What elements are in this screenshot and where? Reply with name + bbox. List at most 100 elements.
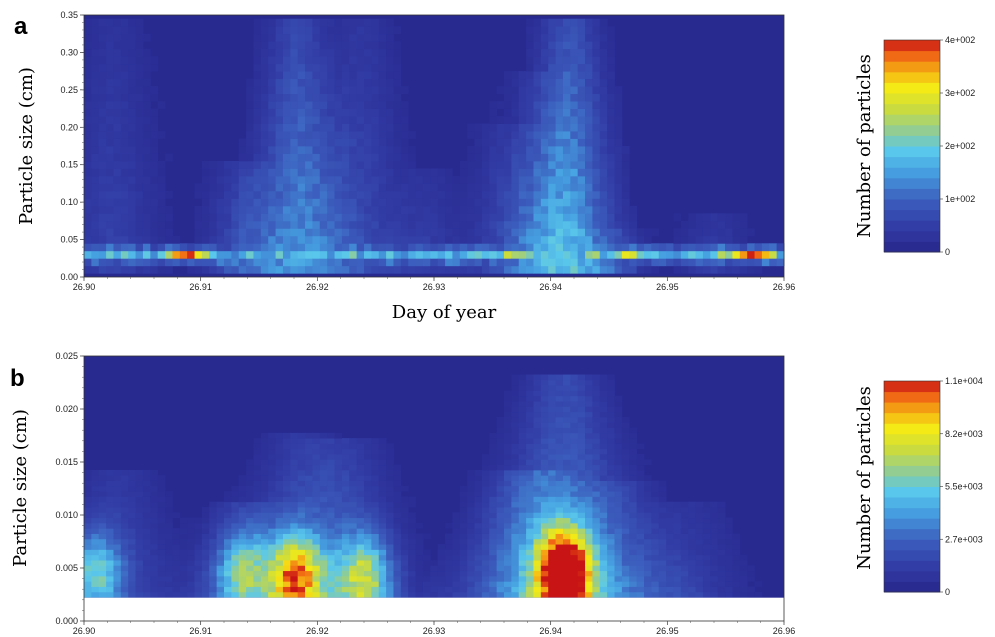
- heatmap-cell: [246, 205, 254, 214]
- heatmap-cell: [467, 160, 475, 169]
- heatmap-cell: [120, 18, 129, 27]
- heatmap-cell: [84, 183, 92, 192]
- heatmap-cell: [319, 160, 328, 169]
- heatmap-cell: [422, 175, 431, 184]
- heatmap-cell: [585, 78, 593, 87]
- heatmap-cell: [135, 131, 144, 139]
- heatmap-cell: [599, 507, 608, 513]
- heatmap-cell: [555, 501, 564, 508]
- heatmap-cell: [334, 501, 343, 508]
- heatmap-cell: [621, 575, 630, 582]
- heatmap-cell: [364, 33, 372, 42]
- heatmap-cell: [386, 533, 394, 540]
- heatmap-cell: [275, 168, 284, 177]
- heatmap-cell: [548, 33, 556, 42]
- heatmap-cell: [120, 213, 129, 222]
- heatmap-cell: [312, 570, 321, 577]
- heatmap-cell: [120, 475, 129, 481]
- heatmap-cell: [481, 591, 490, 598]
- heatmap-cell: [725, 220, 733, 229]
- heatmap-cell: [319, 496, 328, 503]
- heatmap-cell: [349, 459, 358, 466]
- heatmap-cell: [253, 570, 262, 577]
- heatmap-cell: [312, 205, 321, 214]
- heatmap-cell: [305, 243, 313, 252]
- heatmap-cell: [260, 480, 269, 487]
- heatmap-cell: [98, 570, 107, 577]
- heatmap-cell: [459, 544, 468, 550]
- heatmap-cell: [400, 243, 409, 252]
- heatmap-cell: [349, 138, 358, 147]
- heatmap-cell: [297, 63, 306, 72]
- heatmap-cell: [710, 220, 719, 229]
- heatmap-cell: [238, 575, 247, 582]
- heatmap-cell: [562, 411, 571, 418]
- heatmap-cell: [481, 522, 490, 529]
- heatmap-cell: [445, 168, 453, 177]
- heatmap-cell: [297, 570, 306, 577]
- heatmap-cell: [481, 538, 490, 545]
- panel-a-colorbar-step: [884, 199, 940, 211]
- heatmap-cell: [297, 41, 306, 50]
- heatmap-cell: [378, 131, 387, 139]
- heatmap-cell: [614, 533, 623, 540]
- heatmap-cell: [290, 243, 299, 252]
- heatmap-cell: [695, 517, 704, 524]
- heatmap-cell: [84, 190, 92, 199]
- heatmap-cell: [260, 491, 269, 497]
- heatmap-cell: [562, 160, 571, 169]
- heatmap-cell: [386, 116, 394, 124]
- heatmap-cell: [128, 501, 136, 508]
- heatmap-cell: [732, 220, 741, 229]
- heatmap-cell: [489, 507, 498, 513]
- heatmap-cell: [364, 533, 372, 540]
- heatmap-cell: [481, 575, 490, 582]
- heatmap-cell: [599, 432, 608, 439]
- heatmap-cell: [98, 101, 107, 109]
- heatmap-cell: [157, 220, 166, 229]
- heatmap-cell: [585, 265, 593, 274]
- heatmap-cell: [526, 250, 534, 259]
- heatmap-cell: [386, 464, 394, 471]
- heatmap-cell: [356, 220, 365, 229]
- heatmap-cell: [504, 501, 512, 508]
- heatmap-cell: [481, 581, 490, 587]
- heatmap-cell: [658, 250, 667, 259]
- heatmap-cell: [275, 205, 284, 214]
- heatmap-cell: [422, 213, 431, 222]
- heatmap-cell: [128, 41, 136, 50]
- heatmap-cell: [599, 146, 608, 154]
- heatmap-cell: [157, 575, 166, 582]
- heatmap-cell: [577, 198, 586, 207]
- heatmap-cell: [651, 496, 660, 503]
- heatmap-cell: [312, 168, 321, 177]
- heatmap-cell: [327, 93, 335, 102]
- heatmap-cell: [135, 183, 144, 192]
- heatmap-cell: [371, 78, 380, 87]
- heatmap-cell: [268, 554, 276, 561]
- heatmap-cell: [260, 581, 269, 587]
- heatmap-cell: [297, 26, 306, 35]
- heatmap-cell: [98, 18, 107, 27]
- heatmap-cell: [282, 71, 291, 80]
- heatmap-cell: [496, 469, 505, 476]
- heatmap-cell: [157, 517, 166, 524]
- heatmap-cell: [481, 570, 490, 577]
- heatmap-cell: [732, 258, 741, 267]
- heatmap-cell: [644, 496, 652, 503]
- heatmap-cell: [98, 243, 107, 252]
- heatmap-cell: [621, 517, 630, 524]
- heatmap-cell: [504, 220, 512, 229]
- heatmap-cell: [673, 575, 682, 582]
- heatmap-cell: [518, 213, 527, 222]
- panel-b-colorbar-tick-label: 5.5e+003: [945, 482, 983, 492]
- panel-b-colorbar-step: [884, 570, 940, 582]
- heatmap-cell: [91, 575, 100, 582]
- heatmap-cell: [415, 220, 424, 229]
- heatmap-cell: [496, 228, 505, 237]
- heatmap-cell: [695, 258, 704, 267]
- heatmap-cell: [187, 581, 195, 587]
- heatmap-cell: [305, 560, 313, 566]
- heatmap-cell: [658, 485, 667, 492]
- heatmap-cell: [592, 123, 601, 132]
